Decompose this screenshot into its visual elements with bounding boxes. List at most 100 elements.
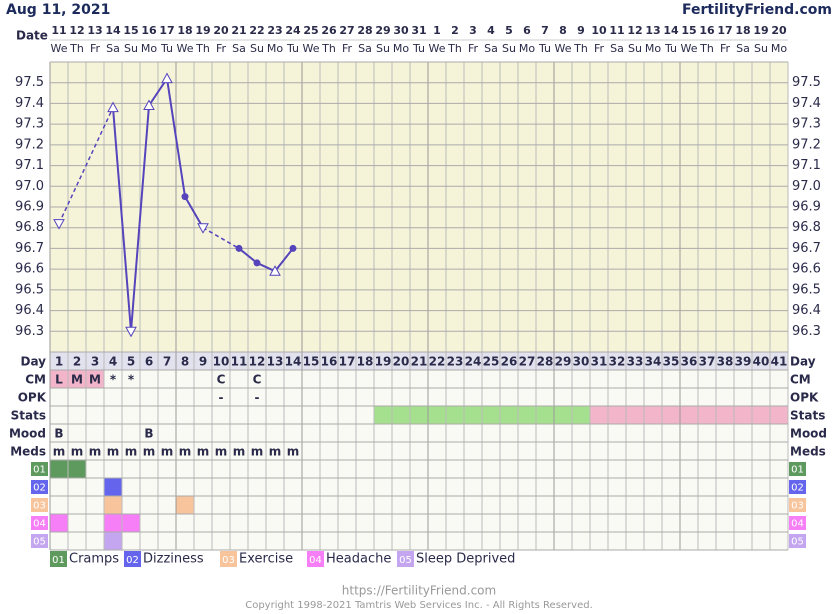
date-label: 27 (339, 24, 354, 37)
symptom-code-box (789, 480, 806, 494)
row-label: Meds (790, 445, 826, 459)
cycle-day: 29 (555, 355, 572, 369)
cycle-day: 21 (411, 355, 428, 369)
y-tick-label: 97.4 (15, 96, 44, 111)
legend-code: 01 (52, 555, 65, 566)
cycle-day: 18 (357, 355, 374, 369)
temp-marker (269, 265, 281, 276)
date-label: 13 (87, 24, 102, 37)
cycle-day: 31 (591, 355, 608, 369)
footer-copyright: Copyright 1998-2021 Tamtris Web Services… (245, 600, 593, 611)
cycle-day: 13 (267, 355, 284, 369)
y-tick-label: 97.0 (792, 179, 821, 194)
cycle-day: 28 (537, 355, 554, 369)
cycle-day: 4 (109, 355, 117, 369)
date-label: 2 (451, 24, 459, 37)
chart-date: Aug 11, 2021 (6, 2, 110, 18)
cycle-day: 16 (321, 355, 338, 369)
y-tick-label: 96.3 (792, 324, 821, 339)
date-label: 31 (411, 24, 426, 37)
row-label: Meds (10, 445, 46, 459)
y-tick-label: 96.5 (792, 282, 821, 297)
cm-cell (86, 370, 104, 388)
stats-band (590, 406, 788, 424)
meds-entry: m (197, 445, 210, 459)
temp-marker (197, 223, 209, 234)
date-label: 19 (753, 24, 768, 37)
y-tick-label: 96.8 (792, 220, 821, 235)
date-label: 26 (321, 24, 337, 37)
symptom-code: 03 (33, 501, 46, 512)
temp-segment (112, 107, 132, 332)
weekday-label: We (555, 42, 572, 55)
row-label: Mood (790, 427, 827, 441)
symptom-code: 01 (33, 465, 46, 476)
mood-entry: B (54, 427, 63, 441)
temp-segment (238, 247, 258, 264)
symptom-cell (50, 514, 68, 532)
weekday-label: Tu (412, 42, 425, 55)
cycle-day: 33 (627, 355, 644, 369)
row-label: Day (790, 355, 816, 369)
legend-box (124, 551, 141, 567)
weekday-label: Mo (267, 42, 283, 55)
symptom-code: 05 (791, 537, 804, 548)
weekday-label: Fr (720, 42, 731, 55)
cycle-day: 22 (429, 355, 446, 369)
y-tick-label: 96.3 (15, 324, 44, 339)
cm-entry: C (253, 373, 262, 387)
opk-entry: - (219, 391, 224, 405)
date-label: 9 (577, 24, 585, 37)
weekday-label: Fr (90, 42, 101, 55)
date-label: 4 (487, 24, 495, 37)
temp-marker (53, 219, 65, 230)
weekday-label: Th (573, 42, 588, 55)
date-label: 17 (717, 24, 732, 37)
meds-entry: m (215, 445, 228, 459)
date-label: 15 (123, 24, 138, 37)
symptom-cell (50, 460, 68, 478)
weekday-label: Tu (664, 42, 677, 55)
cm-entry: C (217, 373, 226, 387)
y-tick-label: 96.9 (15, 200, 44, 215)
y-tick-label: 96.6 (15, 262, 44, 277)
symptom-code: 02 (791, 483, 804, 494)
symptom-cell (122, 514, 140, 532)
cycle-day: 26 (501, 355, 518, 369)
day-row-bg (50, 352, 788, 370)
date-label: 29 (375, 24, 390, 37)
weekday-label: Th (447, 42, 462, 55)
site-name: FertilityFriend.com (682, 2, 832, 18)
date-label: 6 (523, 24, 531, 37)
y-tick-label: 96.6 (792, 262, 821, 277)
weekday-label: We (429, 42, 446, 55)
weekday-label: Tu (538, 42, 551, 55)
date-label: 14 (105, 24, 121, 37)
weekday-label: Su (250, 42, 264, 55)
symptom-code-box (31, 462, 48, 476)
symptom-code-box (31, 534, 48, 548)
symptom-code-box (31, 516, 48, 530)
legend-box (307, 551, 324, 567)
legend-box (397, 551, 414, 567)
y-tick-label: 97.2 (792, 137, 821, 152)
y-tick-label: 97.5 (792, 75, 821, 90)
cycle-day: 1 (55, 355, 63, 369)
cycle-day: 2 (73, 355, 81, 369)
weekday-label: Sa (484, 42, 498, 55)
y-tick-label: 97.3 (792, 117, 821, 132)
temp-segment (184, 196, 204, 229)
y-tick-label: 96.7 (15, 241, 44, 256)
date-label: 22 (249, 24, 264, 37)
date-label: 21 (231, 24, 246, 37)
legend-name: Sleep Deprived (416, 552, 515, 567)
cm-cell (50, 370, 68, 388)
cycle-day: 23 (447, 355, 464, 369)
symptom-code-box (789, 516, 806, 530)
cycle-day: 5 (127, 355, 135, 369)
weekday-label: Sa (358, 42, 372, 55)
symptom-code: 03 (791, 501, 804, 512)
date-label: 11 (609, 24, 624, 37)
weekday-label: We (681, 42, 698, 55)
y-tick-label: 96.9 (792, 200, 821, 215)
